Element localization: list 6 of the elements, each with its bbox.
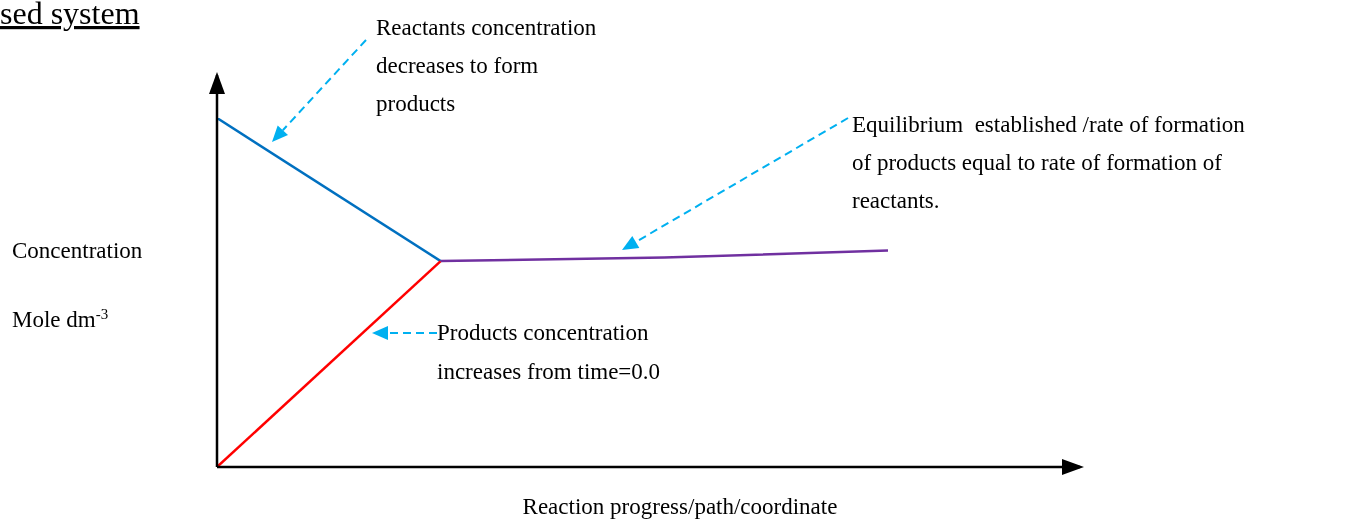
x-axis-title: Reaction progress/path/coordinate [522,494,838,519]
text: Reactants concentration decreases to form products [376,15,597,116]
chart-title: sed system [0,0,140,31]
text: Concentration Mole dm$^{-3}$ [12,238,143,332]
annotation: Equilibrium established /rate of formation of products equal to rate of formation of reactants. [852,112,1246,213]
annotation: Products concentration increases from time=0.0 [437,320,661,384]
